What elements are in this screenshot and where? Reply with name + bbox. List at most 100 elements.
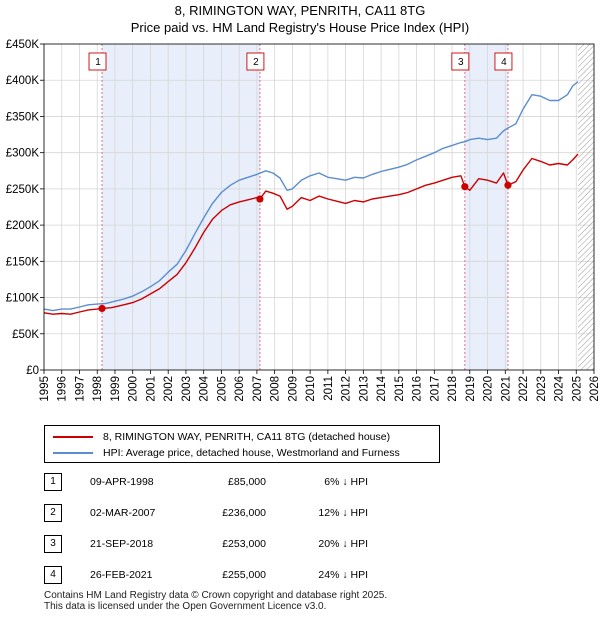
x-tick-label: 2011 xyxy=(323,376,335,401)
y-axis-ticks: £0 £50K £100K £150K £200K £250K £300K £350K £400… xyxy=(6,39,44,377)
x-tick-label: 2013 xyxy=(358,376,370,402)
sale-number-label: 2 xyxy=(253,57,259,68)
x-tick-label: 1998 xyxy=(92,376,104,402)
plot-frame xyxy=(43,43,595,371)
legend-swatch-property xyxy=(53,436,93,438)
x-tick-label: 2017 xyxy=(429,376,441,402)
x-tick-label: 2023 xyxy=(536,376,548,402)
x-tick-label: 2010 xyxy=(305,376,317,402)
x-tick-label: 2014 xyxy=(376,375,388,401)
sale-number-badge: 4 xyxy=(44,566,62,584)
sale-number-label: 1 xyxy=(95,57,101,68)
y-tick-label: £250K xyxy=(6,184,40,196)
y-tick-label: £400K xyxy=(6,75,40,87)
sale-number-badge: 1 xyxy=(44,473,62,491)
shaded-period xyxy=(102,44,260,370)
x-tick-label: 2019 xyxy=(465,376,477,402)
legend-item-property: 8, RIMINGTON WAY, PENRITH, CA11 8TG (det… xyxy=(53,430,390,444)
chart-subtitle: Price paid vs. HM Land Registry's House … xyxy=(130,20,470,35)
hpi-series-line xyxy=(43,81,579,312)
x-tick-label: 2003 xyxy=(181,376,193,402)
x-tick-label: 2007 xyxy=(252,376,264,402)
y-tick-label: £0 xyxy=(26,365,39,377)
y-tick-label: £150K xyxy=(6,256,40,268)
sale-hpi-diff: 12% ↓ HPI xyxy=(318,507,368,519)
series-lines xyxy=(43,81,579,315)
sale-points xyxy=(98,181,512,313)
y-tick-label: £50K xyxy=(12,329,39,341)
x-tick-label: 2020 xyxy=(483,376,495,402)
sale-hpi-diff: 20% ↓ HPI xyxy=(318,538,368,550)
sale-number-label: 3 xyxy=(458,57,464,68)
sale-number-badge: 3 xyxy=(44,535,62,553)
sale-price: £253,000 xyxy=(222,538,266,550)
sale-date: 21-SEP-2018 xyxy=(90,538,154,550)
sale-point xyxy=(461,183,469,191)
x-tick-label: 2015 xyxy=(394,376,406,402)
x-tick-label: 2000 xyxy=(128,376,140,402)
legend-item-hpi: HPI: Average price, detached house, West… xyxy=(53,446,400,460)
sale-point xyxy=(504,181,512,189)
sale-number-label: 4 xyxy=(501,57,507,68)
price-chart: 1 2 3 4 £0 £50K £100K £150K £200K £250K £300K £350… xyxy=(6,39,600,402)
x-tick-label: 2006 xyxy=(234,376,246,402)
y-tick-label: £200K xyxy=(6,220,40,232)
x-tick-label: 2018 xyxy=(447,376,459,402)
table-row: 4 26-FEB-2021 £255,000 24% ↓ HPI xyxy=(44,566,584,584)
x-tick-label: 2004 xyxy=(199,375,211,401)
sale-date: 26-FEB-2021 xyxy=(90,569,153,581)
sale-number-box xyxy=(246,52,265,71)
sale-number-box xyxy=(88,52,107,71)
x-tick-label: 2002 xyxy=(163,376,175,402)
y-tick-label: £350K xyxy=(6,111,40,123)
x-tick-label: 2008 xyxy=(270,376,282,402)
chart-title: 8, RIMINGTON WAY, PENRITH, CA11 8TG xyxy=(174,3,426,18)
x-tick-label: 2024 xyxy=(554,375,566,401)
sale-point xyxy=(256,195,264,203)
x-axis-ticks: 1995 1996 1997 1998 1999 2000 2001 2002 2003 2004… xyxy=(39,370,600,402)
sale-number-box xyxy=(494,52,513,71)
sale-price: £85,000 xyxy=(228,476,266,488)
shaded-period xyxy=(464,44,508,370)
legend: 8, RIMINGTON WAY, PENRITH, CA11 8TG (det… xyxy=(44,425,440,463)
x-tick-label: 2009 xyxy=(287,376,299,402)
sale-price: £236,000 xyxy=(222,507,266,519)
x-tick-label: 2016 xyxy=(412,376,424,402)
sale-number-box xyxy=(451,52,470,71)
y-tick-label: £100K xyxy=(6,293,40,305)
y-tick-label: £300K xyxy=(6,148,40,160)
legend-label-hpi: HPI: Average price, detached house, West… xyxy=(103,447,400,459)
x-tick-label: 1997 xyxy=(74,376,86,402)
legend-swatch-hpi xyxy=(53,452,93,454)
footer-notice: Contains HM Land Registry data © Crown c… xyxy=(44,590,387,612)
table-row: 1 09-APR-1998 £85,000 6% ↓ HPI xyxy=(44,473,584,491)
sale-hpi-diff: 6% ↓ HPI xyxy=(324,476,368,488)
sale-number-badge: 2 xyxy=(44,504,62,522)
chart-title-block: 8, RIMINGTON WAY, PENRITH, CA11 8TG Pric… xyxy=(0,2,600,36)
x-tick-label: 2025 xyxy=(571,376,583,402)
sale-hpi-diff: 24% ↓ HPI xyxy=(318,569,368,581)
sale-number-labels: 1 2 3 4 xyxy=(88,52,513,71)
x-tick-label: 2005 xyxy=(216,376,228,402)
x-tick-label: 2001 xyxy=(145,376,157,402)
y-tick-label: £450K xyxy=(6,39,40,51)
property-series-line xyxy=(43,153,579,315)
sale-point xyxy=(98,304,106,313)
x-tick-label: 2021 xyxy=(500,376,512,402)
x-tick-label: 2026 xyxy=(589,376,600,402)
x-tick-label: 2022 xyxy=(518,376,530,402)
shaded-periods xyxy=(44,44,594,370)
x-tick-label: 1996 xyxy=(57,376,69,402)
x-tick-label: 2012 xyxy=(341,376,353,402)
forecast-hatch xyxy=(578,44,594,370)
table-row: 2 02-MAR-2007 £236,000 12% ↓ HPI xyxy=(44,504,584,522)
footer-line-2: This data is licensed under the Open Gov… xyxy=(44,601,327,612)
sale-date: 02-MAR-2007 xyxy=(90,507,156,519)
x-tick-label: 1995 xyxy=(39,376,51,402)
sale-price: £255,000 xyxy=(222,569,266,581)
sale-date: 09-APR-1998 xyxy=(90,476,154,488)
legend-label-property: 8, RIMINGTON WAY, PENRITH, CA11 8TG (det… xyxy=(103,431,391,443)
x-tick-label: 1999 xyxy=(110,376,122,402)
footer-line-1: Contains HM Land Registry data © Crown c… xyxy=(44,590,388,601)
forecast-hatch-area xyxy=(578,44,594,370)
